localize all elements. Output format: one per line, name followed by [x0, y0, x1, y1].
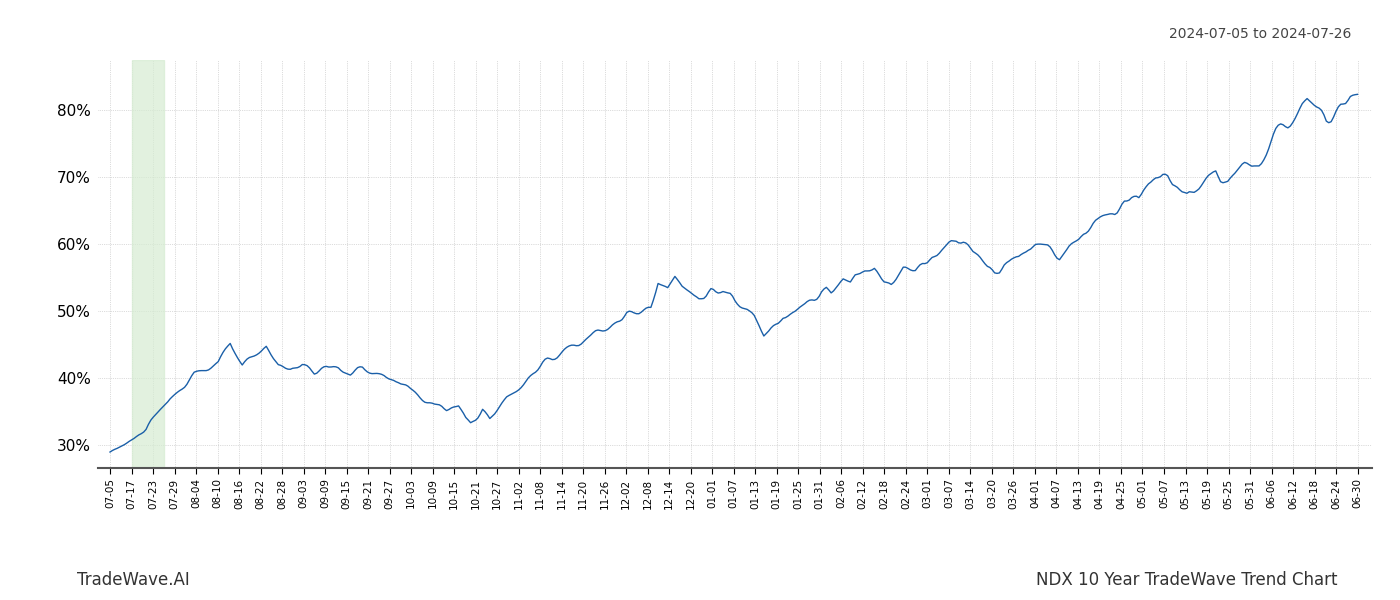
Text: NDX 10 Year TradeWave Trend Chart: NDX 10 Year TradeWave Trend Chart [1036, 571, 1337, 589]
Text: TradeWave.AI: TradeWave.AI [77, 571, 190, 589]
Text: 2024-07-05 to 2024-07-26: 2024-07-05 to 2024-07-26 [1169, 27, 1351, 41]
Bar [132, 60, 164, 468]
